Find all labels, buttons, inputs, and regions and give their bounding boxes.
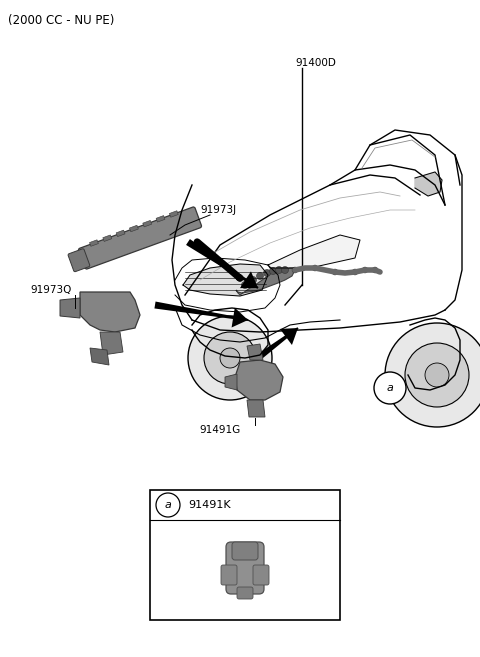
Circle shape (156, 493, 180, 517)
Polygon shape (100, 332, 123, 355)
Polygon shape (253, 327, 299, 363)
Circle shape (188, 316, 272, 400)
Polygon shape (80, 292, 140, 332)
Circle shape (204, 332, 256, 384)
Circle shape (241, 281, 249, 288)
Polygon shape (280, 328, 298, 345)
Bar (103, 235, 112, 242)
Circle shape (292, 267, 298, 273)
Circle shape (385, 323, 480, 427)
Text: a: a (165, 500, 171, 510)
Polygon shape (60, 298, 80, 318)
Polygon shape (247, 344, 263, 360)
Circle shape (312, 265, 318, 271)
Circle shape (405, 343, 469, 407)
Bar (150, 490, 340, 620)
Text: 91973Q: 91973Q (30, 285, 72, 295)
Polygon shape (268, 235, 360, 268)
Polygon shape (236, 268, 295, 295)
Circle shape (362, 267, 368, 273)
Text: a: a (386, 383, 394, 393)
FancyBboxPatch shape (232, 542, 258, 560)
Polygon shape (240, 271, 258, 288)
Text: 91491K: 91491K (188, 500, 230, 510)
Circle shape (220, 348, 240, 368)
Polygon shape (186, 239, 259, 289)
Text: 91491G: 91491G (199, 425, 240, 435)
Polygon shape (247, 400, 265, 417)
FancyBboxPatch shape (226, 542, 264, 594)
Circle shape (281, 267, 288, 273)
Polygon shape (225, 374, 237, 390)
Text: 91973J: 91973J (200, 205, 236, 215)
Circle shape (264, 269, 271, 277)
Bar (143, 221, 152, 227)
Circle shape (352, 269, 358, 275)
FancyBboxPatch shape (68, 249, 90, 272)
Circle shape (374, 372, 406, 404)
Polygon shape (155, 302, 248, 321)
Circle shape (276, 267, 283, 273)
Circle shape (425, 363, 449, 387)
Text: 91400D: 91400D (295, 58, 336, 68)
Bar (116, 230, 125, 237)
FancyBboxPatch shape (237, 587, 253, 599)
Circle shape (372, 267, 378, 273)
Circle shape (332, 269, 338, 275)
FancyBboxPatch shape (253, 565, 269, 585)
Polygon shape (183, 264, 268, 296)
Polygon shape (235, 360, 283, 400)
Circle shape (269, 267, 276, 275)
Circle shape (256, 273, 264, 279)
Polygon shape (231, 307, 248, 327)
FancyBboxPatch shape (78, 207, 202, 269)
FancyBboxPatch shape (221, 565, 237, 585)
Polygon shape (90, 348, 109, 365)
Bar (169, 211, 178, 217)
Text: (2000 CC - NU PE): (2000 CC - NU PE) (8, 14, 114, 27)
Bar (156, 215, 165, 222)
Polygon shape (415, 172, 442, 196)
Bar (89, 240, 98, 246)
Circle shape (250, 277, 256, 284)
Bar (130, 225, 138, 232)
